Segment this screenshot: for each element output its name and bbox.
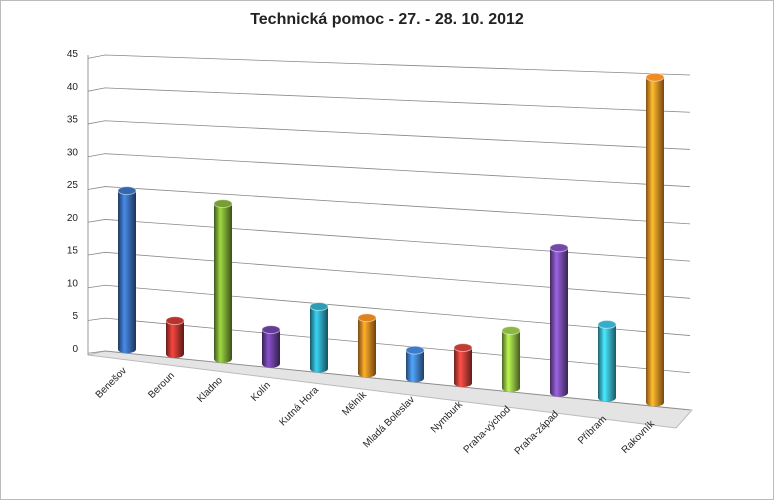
bar-top [309,302,329,312]
y-tick-label: 20 [67,213,79,224]
bar [310,306,328,369]
bar-top [357,313,377,323]
y-tick-label: 40 [67,82,79,93]
y-tick-label: 25 [67,180,79,191]
bar-top [597,319,617,329]
y-tick-label: 35 [67,115,79,126]
bar-top [549,243,569,253]
grid-line [87,153,691,188]
bar-top [453,343,473,353]
y-tick-label: 5 [72,311,78,322]
grid-line [87,120,691,150]
bar [406,350,424,379]
bar-top [501,326,521,336]
grid-line [87,284,691,336]
grid-line [87,317,691,374]
bar-top [213,199,233,209]
y-tick-label: 10 [67,278,79,289]
bar [550,247,568,393]
floor [87,350,694,429]
y-tick-label: 45 [67,49,79,60]
bar [262,329,280,364]
y-tick-label: 0 [72,344,78,355]
bar [646,77,664,403]
bar [118,190,136,350]
grid-line [87,54,691,76]
bar [358,317,376,374]
bar-top [165,316,185,326]
bar-top [117,186,137,196]
grid-line [87,219,691,262]
bar-top [645,72,665,82]
bar [166,320,184,355]
y-tick-label: 15 [67,246,79,257]
grid-line [87,186,691,225]
bar [502,330,520,388]
bar [214,203,232,359]
grid-line [87,350,691,411]
grid-line [87,87,691,113]
bar-top [261,325,281,335]
y-tick-label: 30 [67,147,79,158]
bar [598,324,616,398]
bar [454,347,472,384]
bar-top [405,345,425,355]
chart-title: Technická pomoc - 27. - 28. 10. 2012 [250,11,524,28]
grid-line [87,251,691,299]
